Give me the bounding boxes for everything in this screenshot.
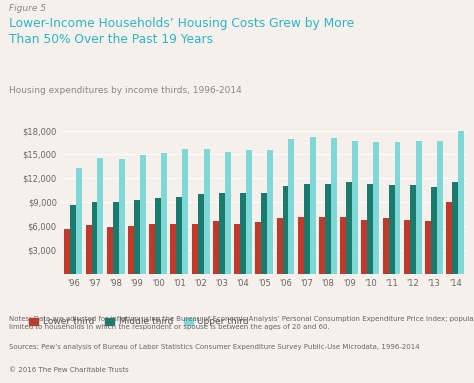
Bar bbox=[346, 182, 352, 274]
Bar bbox=[362, 220, 367, 274]
Bar bbox=[107, 227, 113, 274]
Bar bbox=[240, 193, 246, 274]
Text: Housing expenditures by income thirds, 1996-2014: Housing expenditures by income thirds, 1… bbox=[9, 86, 242, 95]
Bar bbox=[340, 216, 346, 274]
Bar bbox=[213, 221, 219, 274]
Bar bbox=[298, 216, 304, 274]
Bar bbox=[261, 193, 267, 274]
Bar bbox=[276, 218, 283, 274]
Bar bbox=[176, 197, 182, 274]
Bar bbox=[234, 224, 240, 274]
Bar bbox=[113, 202, 118, 274]
Bar bbox=[191, 224, 198, 274]
Text: Lower-Income Households’ Housing Costs Grew by More
Than 50% Over the Past 19 Ye: Lower-Income Households’ Housing Costs G… bbox=[9, 17, 355, 46]
Bar bbox=[458, 131, 464, 274]
Bar bbox=[425, 221, 431, 274]
Bar bbox=[416, 141, 422, 274]
Bar bbox=[149, 224, 155, 274]
Text: Notes: Data are adjusted for inflation using the Bureau of Economic Analysis’ Pe: Notes: Data are adjusted for inflation u… bbox=[9, 316, 474, 330]
Bar bbox=[289, 139, 294, 274]
Bar bbox=[431, 187, 437, 274]
Bar bbox=[98, 159, 103, 274]
Bar bbox=[352, 141, 358, 274]
Bar bbox=[367, 184, 374, 274]
Bar bbox=[410, 185, 416, 274]
Bar bbox=[394, 142, 401, 274]
Bar bbox=[203, 149, 210, 274]
Bar bbox=[304, 184, 310, 274]
Bar bbox=[310, 137, 316, 274]
Bar bbox=[76, 168, 82, 274]
Bar bbox=[86, 225, 91, 274]
Bar bbox=[70, 205, 76, 274]
Bar bbox=[161, 153, 167, 274]
Bar bbox=[404, 220, 410, 274]
Bar bbox=[91, 202, 98, 274]
Bar bbox=[134, 200, 140, 274]
Bar bbox=[128, 226, 134, 274]
Bar bbox=[155, 198, 161, 274]
Bar bbox=[182, 149, 188, 274]
Bar bbox=[64, 229, 70, 274]
Bar bbox=[447, 202, 452, 274]
Bar bbox=[225, 152, 231, 274]
Bar bbox=[374, 142, 379, 274]
Bar bbox=[255, 223, 261, 274]
Bar bbox=[219, 193, 225, 274]
Bar bbox=[325, 184, 331, 274]
Bar bbox=[389, 185, 394, 274]
Bar bbox=[283, 186, 289, 274]
Bar bbox=[452, 182, 458, 274]
Legend: Lower third, Middle third, Upper third: Lower third, Middle third, Upper third bbox=[26, 314, 253, 330]
Bar bbox=[118, 159, 125, 274]
Text: Sources: Pew’s analysis of Bureau of Labor Statistics Consumer Expenditure Surve: Sources: Pew’s analysis of Bureau of Lab… bbox=[9, 344, 420, 350]
Bar bbox=[198, 194, 203, 274]
Bar bbox=[267, 150, 273, 274]
Bar bbox=[437, 141, 443, 274]
Text: © 2016 The Pew Charitable Trusts: © 2016 The Pew Charitable Trusts bbox=[9, 367, 129, 373]
Bar bbox=[383, 218, 389, 274]
Bar bbox=[140, 155, 146, 274]
Bar bbox=[171, 224, 176, 274]
Text: Figure 5: Figure 5 bbox=[9, 4, 46, 13]
Bar bbox=[246, 150, 252, 274]
Bar bbox=[319, 217, 325, 274]
Bar bbox=[331, 137, 337, 274]
